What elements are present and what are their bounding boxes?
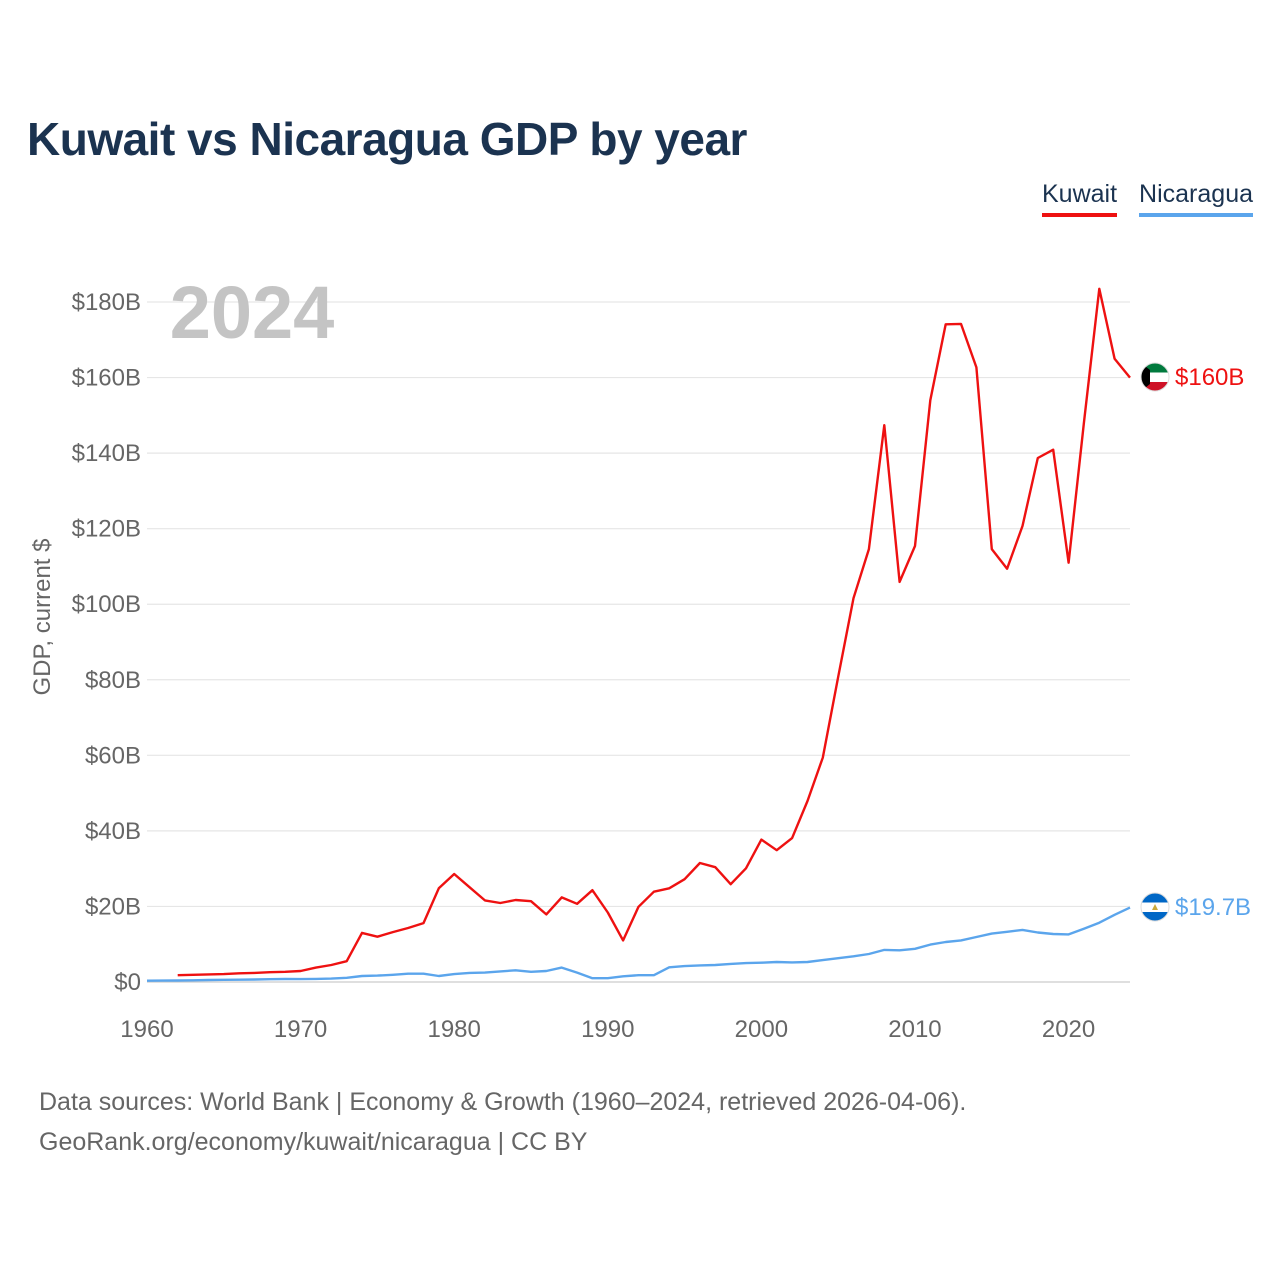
y-tick-label: $80B <box>85 667 141 694</box>
x-tick-label: 2000 <box>735 1016 788 1043</box>
x-tick-label: 1990 <box>581 1016 634 1043</box>
source-line-2: GeoRank.org/economy/kuwait/nicaragua | C… <box>39 1128 588 1156</box>
nicaragua-end-label: $19.7B <box>1175 894 1251 921</box>
x-tick-label: 1960 <box>120 1016 173 1043</box>
nicaragua-flag-icon <box>1141 893 1169 921</box>
series-line-kuwait[interactable] <box>177 287 1131 977</box>
legend: Kuwait Nicaragua <box>1042 180 1253 217</box>
y-tick-label: $0 <box>114 969 141 996</box>
y-tick-label: $140B <box>72 440 141 467</box>
y-axis-label: GDP, current $ <box>29 539 56 696</box>
y-tick-label: $20B <box>85 893 141 920</box>
x-tick-label: 1980 <box>427 1016 480 1043</box>
y-tick-label: $180B <box>72 289 141 316</box>
chart-title: Kuwait vs Nicaragua GDP by year <box>27 113 747 165</box>
legend-item-kuwait[interactable]: Kuwait <box>1042 180 1118 217</box>
source-line-1: Data sources: World Bank | Economy & Gro… <box>39 1088 967 1116</box>
y-tick-label: $100B <box>72 591 141 618</box>
legend-item-nicaragua[interactable]: Nicaragua <box>1139 180 1253 217</box>
series-line-nicaragua[interactable] <box>146 906 1131 982</box>
x-tick-label: 2010 <box>888 1016 941 1043</box>
y-tick-label: $60B <box>85 742 141 769</box>
year-watermark: 2024 <box>170 271 335 354</box>
y-tick-label: $120B <box>72 516 141 543</box>
y-tick-label: $40B <box>85 818 141 845</box>
x-tick-label: 2020 <box>1042 1016 1095 1043</box>
x-tick-label: 1970 <box>274 1016 327 1043</box>
source-note: Data sources: World Bank | Economy & Gro… <box>39 1082 966 1162</box>
kuwait-end-label: $160B <box>1175 364 1244 391</box>
y-tick-label: $160B <box>72 365 141 392</box>
